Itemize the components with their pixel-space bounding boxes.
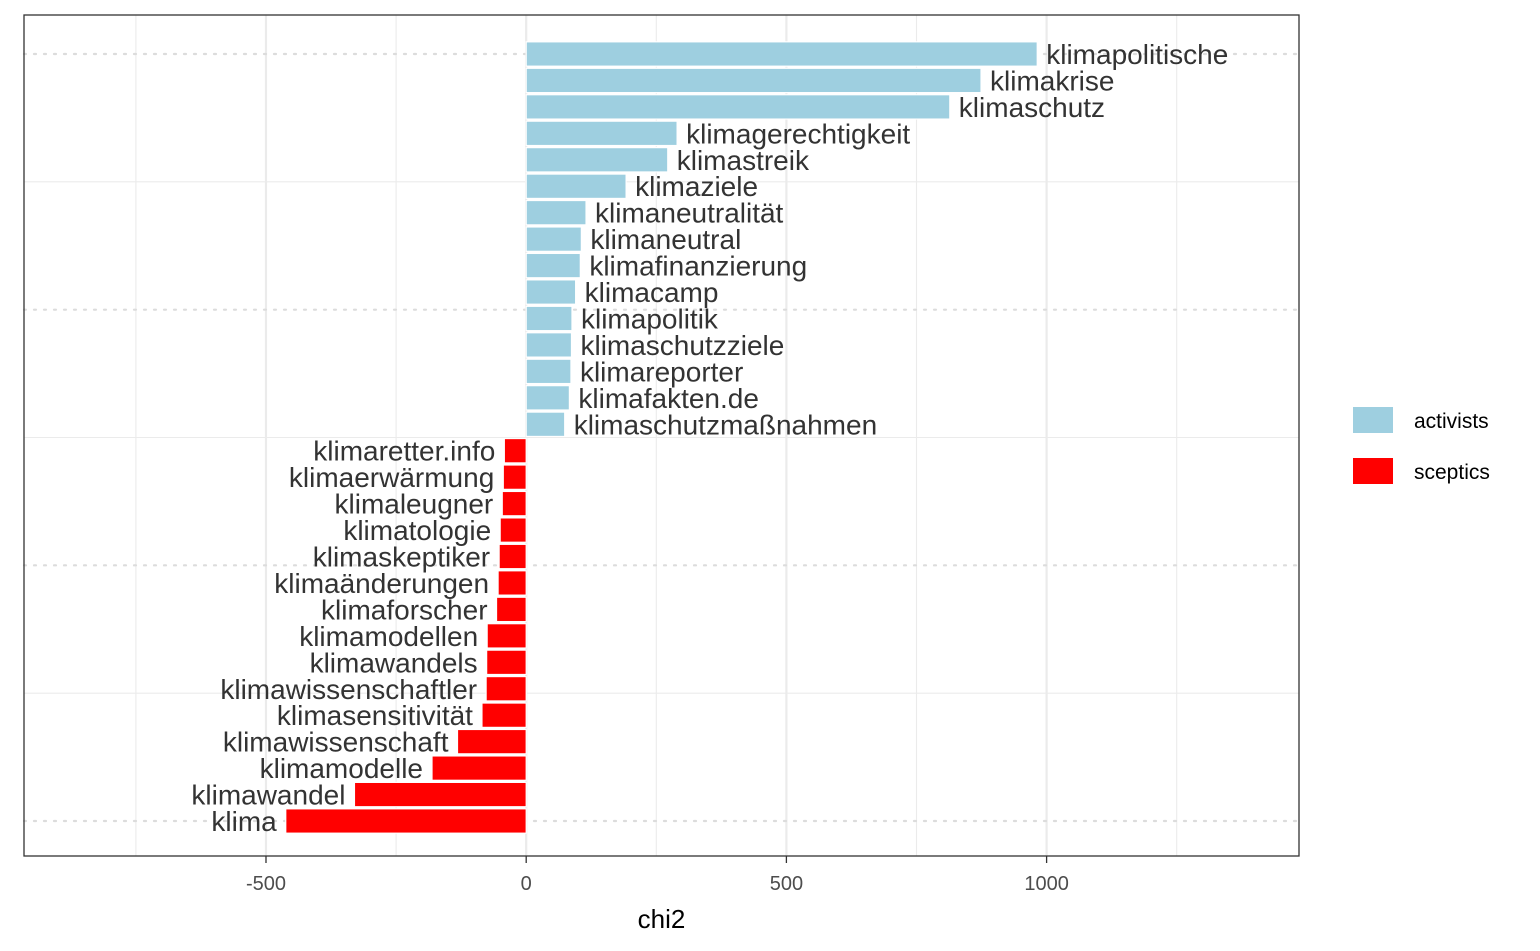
plot-panel-border	[23, 14, 1300, 857]
x-tick-label: 1000	[1024, 873, 1069, 895]
bar-sceptics	[353, 781, 527, 808]
bar-activists	[525, 411, 566, 438]
legend-label: activists	[1414, 410, 1489, 433]
bar-label: klima	[211, 806, 277, 837]
bar-activists	[525, 279, 577, 305]
bar-activists	[525, 332, 573, 358]
bar-activists	[525, 385, 570, 411]
bar-label: klimapolitische	[1046, 39, 1228, 70]
bar-activists	[525, 94, 951, 120]
bar-label: klimawandels	[310, 647, 478, 678]
bar-sceptics	[456, 728, 527, 755]
bar-label: klimaziele	[635, 171, 758, 202]
bar-label: klimaschutzziele	[580, 330, 784, 361]
bar-label: klimapolitik	[581, 303, 719, 334]
bar-label: klimamodellen	[299, 621, 478, 652]
bar-activists	[525, 252, 581, 279]
bar-activists	[525, 226, 582, 252]
bar-activists	[525, 147, 669, 173]
bar-activists	[525, 120, 678, 147]
bar-sceptics	[485, 675, 527, 702]
bars	[285, 41, 1038, 834]
grid-lines	[22, 15, 1301, 856]
bar-label: klimaneutral	[590, 224, 741, 255]
bar-sceptics	[285, 808, 527, 834]
legend: activists sceptics	[1353, 407, 1490, 484]
bar-sceptics	[486, 623, 527, 649]
bar-label: klimareporter	[580, 356, 743, 387]
bar-sceptics	[499, 517, 527, 543]
bar-label: klimaneutralität	[595, 198, 784, 229]
bar-activists	[525, 173, 627, 200]
bar-label: klimamodelle	[260, 753, 423, 784]
bar-label: klimawissenschaft	[223, 727, 449, 758]
bar-sceptics	[497, 570, 527, 596]
bar-label: klimaerwärmung	[289, 462, 494, 493]
bar-activists	[525, 41, 1038, 67]
bar-label: klimaleugner	[335, 489, 494, 520]
bar-label: klimawissenschaftler	[220, 674, 477, 705]
bar-label: klimakrise	[990, 65, 1114, 96]
bar-label: klimasensitivität	[277, 700, 473, 731]
bar-sceptics	[501, 490, 527, 517]
x-axis-title: chi2	[638, 904, 686, 934]
bar-label: klimaretter.info	[313, 436, 495, 467]
bar-label: klimawandel	[191, 780, 345, 811]
bar-sceptics	[431, 755, 527, 781]
bar-sceptics	[486, 649, 527, 676]
bar-activists	[525, 67, 982, 94]
bar-activists	[525, 358, 572, 385]
bar-sceptics	[481, 702, 527, 728]
bar-label: klimaschutz	[959, 92, 1105, 123]
bar-label: klimaänderungen	[274, 568, 489, 599]
legend-label: sceptics	[1414, 461, 1490, 484]
x-axis: -500 0 500 1000	[246, 856, 1069, 895]
bar-sceptics	[503, 437, 527, 464]
bar-label: klimacamp	[585, 277, 719, 308]
bar-sceptics	[498, 543, 527, 570]
x-tick-label: 0	[521, 873, 532, 895]
bar-sceptics	[495, 596, 527, 623]
bar-label: klimaforscher	[321, 594, 487, 625]
bar-activists	[525, 199, 587, 226]
x-tick-label: 500	[770, 873, 803, 895]
bar-activists	[525, 305, 573, 332]
bar-label: klimatologie	[343, 515, 491, 546]
bar-label: klimafinanzierung	[589, 251, 807, 282]
legend-key-sceptics	[1353, 458, 1393, 484]
bar-label: klimagerechtigkeit	[686, 118, 910, 149]
bar-label: klimafakten.de	[578, 383, 759, 414]
legend-key-activists	[1353, 407, 1393, 433]
bar-label: klimastreik	[677, 145, 810, 176]
bar-label: klimaschutzmaßnahmen	[574, 409, 877, 440]
bar-sceptics	[502, 464, 527, 490]
bar-label: klimaskeptiker	[313, 542, 490, 573]
x-tick-label: -500	[246, 873, 286, 895]
